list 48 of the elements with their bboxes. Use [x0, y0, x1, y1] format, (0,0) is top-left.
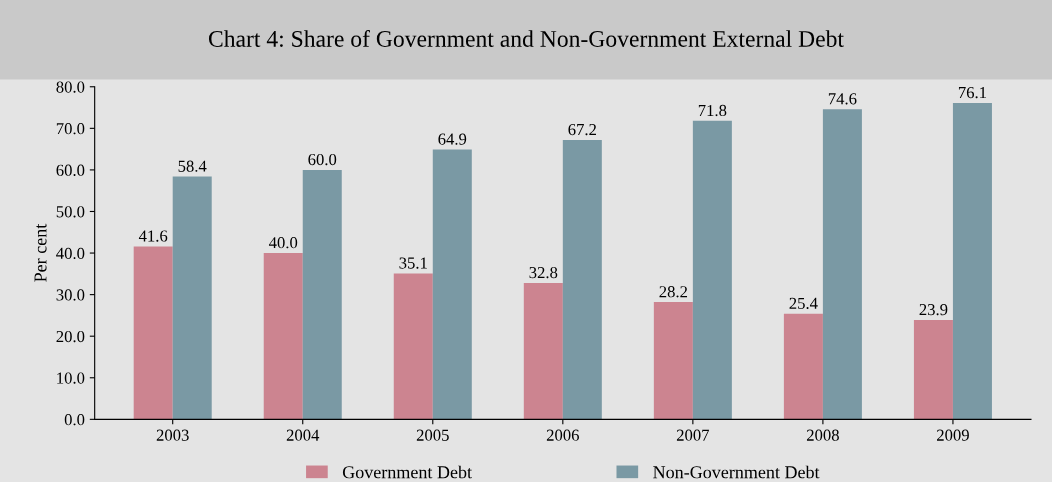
bar — [432, 149, 472, 420]
y-tick-label: 40.0 — [56, 247, 85, 260]
bar — [562, 139, 602, 420]
y-tick-label: 50.0 — [56, 206, 85, 218]
data-label: 23.9 — [919, 304, 948, 316]
data-label: 58.4 — [178, 160, 207, 172]
bar — [523, 282, 563, 420]
y-tick-label: 80.0 — [56, 81, 85, 93]
data-label: 60.0 — [308, 153, 337, 166]
bar — [952, 102, 992, 420]
y-tick-label: 0.0 — [64, 414, 85, 426]
data-label: 41.6 — [138, 230, 168, 242]
y-tick-label: 70.0 — [56, 123, 85, 135]
x-tick-label: 2004 — [286, 429, 320, 441]
data-label: 25.4 — [789, 297, 818, 310]
data-label: 28.2 — [659, 286, 688, 298]
data-label: 74.6 — [828, 93, 857, 105]
data-label: 64.9 — [438, 133, 467, 145]
x-tick-label: 2003 — [156, 429, 189, 441]
bar — [172, 176, 212, 420]
bar — [393, 273, 433, 420]
y-tick-label: 20.0 — [56, 330, 85, 343]
x-tick-label: 2007 — [676, 429, 710, 441]
data-label: 40.0 — [268, 237, 298, 249]
x-tick-label: 2008 — [806, 429, 839, 441]
y-tick-label: 60.0 — [56, 164, 85, 176]
data-label: 35.1 — [399, 257, 427, 269]
bar — [133, 246, 173, 420]
bar — [263, 253, 303, 420]
chart-title: Chart 4: Share of Government and Non-Government External Debt — [208, 30, 844, 47]
bar — [302, 169, 342, 420]
y-tick-label: 30.0 — [56, 289, 85, 301]
legend-label: Government Debt — [342, 465, 472, 479]
bar — [913, 319, 953, 420]
data-label: 76.1 — [958, 87, 987, 99]
data-label: 32.8 — [529, 266, 558, 279]
data-label: 67.2 — [568, 124, 596, 136]
bar — [822, 109, 862, 420]
legend-label: Non-Government Debt — [653, 465, 820, 479]
x-tick-label: 2006 — [546, 429, 579, 441]
x-tick-label: 2009 — [937, 429, 969, 441]
y-tick-label: 10.0 — [57, 372, 85, 384]
x-tick-label: 2005 — [416, 429, 449, 441]
bar — [653, 302, 693, 420]
data-label: 71.8 — [698, 104, 727, 117]
y-axis-title: Per cent — [34, 223, 47, 282]
bar — [783, 313, 823, 420]
bar — [692, 120, 732, 420]
